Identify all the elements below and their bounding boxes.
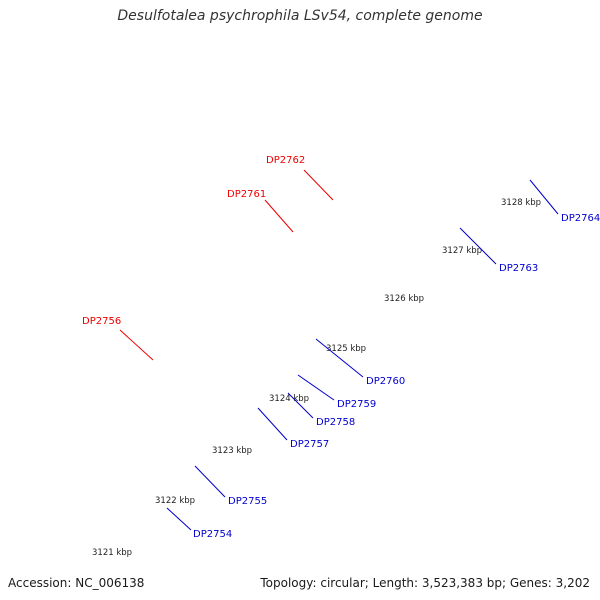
accession-label: Accession: NC_006138 bbox=[8, 576, 145, 590]
topology-label: Topology: circular; Length: 3,523,383 bp… bbox=[260, 576, 590, 590]
gene-label: DP2760 bbox=[366, 376, 405, 387]
kbp-tick-label: 3127 kbp bbox=[442, 246, 482, 256]
gene-label-leader bbox=[459, 227, 497, 265]
gene-label: DP2761 bbox=[227, 189, 266, 200]
gene-label-leader bbox=[297, 374, 335, 401]
kbp-tick-label: 3122 kbp bbox=[155, 496, 195, 506]
gene-label-leader bbox=[257, 407, 288, 441]
gene-label-leader bbox=[194, 465, 226, 498]
gene-label-leader bbox=[529, 179, 559, 215]
gene-label: DP2754 bbox=[193, 529, 232, 540]
kbp-tick-label: 3123 kbp bbox=[212, 446, 252, 456]
gene-label: DP2762 bbox=[266, 155, 305, 166]
kbp-tick-label: 3125 kbp bbox=[326, 344, 366, 354]
gene-label: DP2758 bbox=[316, 417, 355, 428]
gene-label: DP2757 bbox=[290, 439, 329, 450]
gene-label-leader bbox=[287, 392, 314, 419]
gene-label: DP2763 bbox=[499, 263, 538, 274]
gene-label-leader bbox=[119, 329, 154, 361]
gene-label-leader bbox=[303, 169, 334, 201]
gene-label: DP2755 bbox=[228, 496, 267, 507]
gene-label-leader bbox=[264, 199, 294, 233]
kbp-tick-label: 3128 kbp bbox=[501, 198, 541, 208]
gene-label-leader bbox=[315, 338, 364, 378]
gene-label: DP2756 bbox=[82, 316, 121, 327]
kbp-tick-label: 3124 kbp bbox=[269, 394, 309, 404]
gene-label: DP2759 bbox=[337, 399, 376, 410]
map-title: Desulfotalea psychrophila LSv54, complet… bbox=[117, 8, 483, 24]
kbp-tick-label: 3121 kbp bbox=[92, 548, 132, 558]
gene-label-leader bbox=[166, 507, 192, 531]
kbp-tick-label: 3126 kbp bbox=[384, 294, 424, 304]
gene-label: DP2764 bbox=[561, 213, 600, 224]
